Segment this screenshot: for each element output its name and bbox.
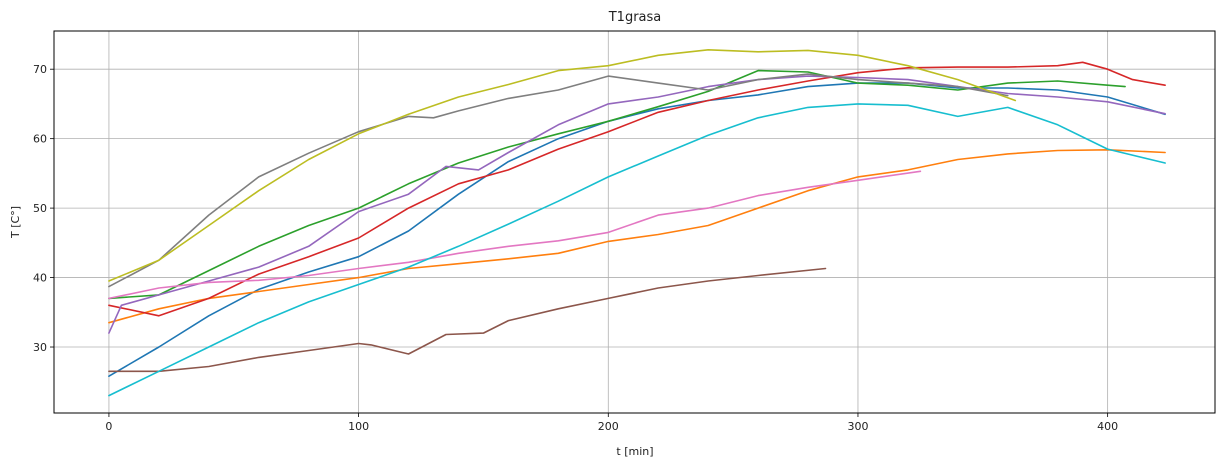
x-tick-label: 0 [105,420,112,433]
series-line-8 [108,73,1009,288]
series-line-7 [108,170,922,300]
x-tick-label: 400 [1097,420,1118,433]
chart-title: T1grasa [608,10,662,25]
y-tick-label: 30 [33,341,47,354]
series-line-3 [108,69,1126,300]
grid [54,31,1215,413]
series-layer [108,48,1166,397]
plot-frame [53,30,1216,414]
y-tick-label: 60 [33,133,47,146]
y-tick-label: 50 [33,202,47,215]
series-line-1 [108,82,1166,378]
series-line-4 [108,61,1166,317]
x-tick-label: 200 [598,420,619,433]
y-tick-label: 70 [33,63,47,76]
y-axis-label: T [C°] [9,206,22,239]
series-line-9 [108,48,1017,282]
x-tick-label: 100 [348,420,369,433]
series-line-6 [108,267,827,373]
x-axis-label: t [min] [616,445,653,458]
y-tick-label: 40 [33,272,47,285]
series-line-10 [108,103,1166,397]
ticks: 0 100 200 300 400 30 40 50 60 70 [33,63,1118,433]
x-tick-label: 300 [847,420,868,433]
series-line-2 [108,149,1166,324]
